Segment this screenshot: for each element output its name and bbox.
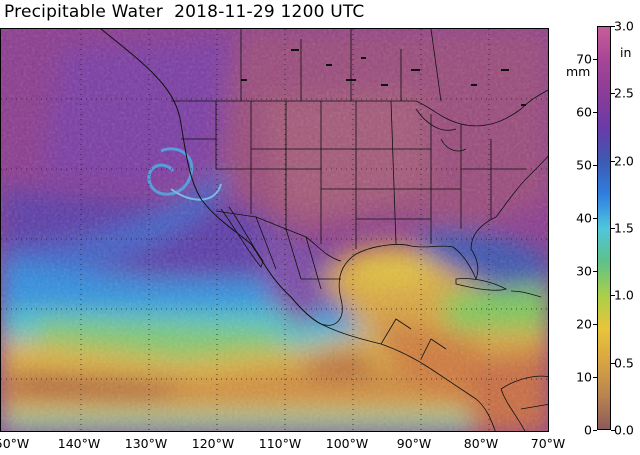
colorbar-mm-tickmark xyxy=(593,430,597,431)
x-tick-label: 70°W xyxy=(530,436,566,451)
colorbar-in-tickmark xyxy=(611,160,615,162)
colorbar-mm-tick: 0 xyxy=(584,422,592,438)
x-tick-label: 130°W xyxy=(124,436,168,451)
colorbar-mm-tick: 30 xyxy=(576,263,592,279)
precipitable-water-map xyxy=(1,29,548,431)
colorbar-mm-tickmark xyxy=(593,217,597,219)
lake-markings xyxy=(241,49,526,106)
colorbar-mm-tickmark xyxy=(593,164,597,166)
x-tick-label: 110°W xyxy=(258,436,302,451)
colorbar-in-tick: 1.0 xyxy=(614,287,634,303)
colorbar-mm-tick: 40 xyxy=(576,210,592,226)
colorbar-mm-tick: 20 xyxy=(576,316,592,332)
borders xyxy=(100,29,548,431)
colorbar-in-tick: 3.0 xyxy=(614,18,634,34)
noise-texture xyxy=(1,29,548,431)
colorbar-in-tick: 1.5 xyxy=(614,220,634,236)
colorbar-mm-tick: 10 xyxy=(576,369,592,385)
page-title: Precipitable Water 2018-11-29 1200 UTC xyxy=(4,2,365,22)
colorbar-in-tick: 2.0 xyxy=(614,153,634,169)
colorbar-mm-tickmark xyxy=(593,323,597,325)
x-tick-label: 120°W xyxy=(191,436,235,451)
x-tick-label: 50°W xyxy=(0,436,30,451)
colorbar-in-tickmark xyxy=(611,362,615,364)
colorbar-in-tick: 2.5 xyxy=(614,85,634,101)
colorbar-in-tickmark xyxy=(611,430,615,431)
colorbar-mm-tickmark xyxy=(593,58,597,60)
colorbar-in-tickmark xyxy=(611,93,615,95)
colorbar-mm-tick: 60 xyxy=(576,104,592,120)
colorbar-in-unit: in xyxy=(620,45,632,60)
colorbar-mm-tick: 50 xyxy=(576,157,592,173)
colorbar-mm-tickmark xyxy=(593,270,597,272)
colorbar-in-tickmark xyxy=(611,228,615,229)
colorbar-mm-tickmark xyxy=(593,111,597,113)
colorbar-mm-unit: mm xyxy=(566,64,591,79)
colorbar-in-tick: 0.0 xyxy=(614,422,634,438)
x-tick-label: 140°W xyxy=(57,436,101,451)
colorbar-in-tickmark xyxy=(611,26,615,27)
x-tick-label: 90°W xyxy=(396,436,432,451)
x-tick-label: 100°W xyxy=(325,436,369,451)
colorbar xyxy=(597,26,611,430)
colorbar-mm-tickmark xyxy=(593,376,597,378)
colorbar-in-tickmark xyxy=(611,295,615,297)
x-tick-label: 80°W xyxy=(463,436,499,451)
colorbar-in-tick: 0.5 xyxy=(614,355,634,371)
map-panel xyxy=(0,28,549,432)
colorbar-mm-tick: 70 xyxy=(576,51,592,67)
